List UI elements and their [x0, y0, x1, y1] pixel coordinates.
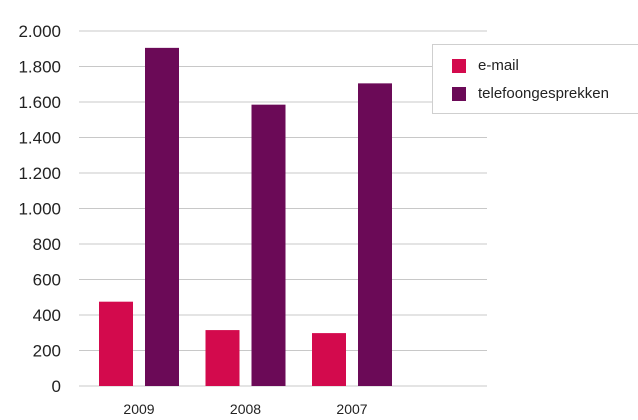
legend-swatch-series-1 — [452, 58, 466, 73]
y-tick-label: 600 — [33, 271, 61, 290]
y-tick-label: 800 — [33, 235, 61, 254]
y-tick-label: 2.000 — [18, 22, 61, 41]
legend-swatch-series-2 — [452, 86, 466, 101]
bar-e-mail-2007 — [312, 333, 346, 386]
y-axis-tick-labels: 0 200 400 600 800 1.000 1.200 1.400 1.600 1.800 2.… — [18, 22, 61, 396]
legend: e-mail telefoongesprekken — [432, 44, 638, 114]
y-tick-label: 1.600 — [18, 93, 61, 112]
y-tick-label: 1.400 — [18, 129, 61, 148]
x-category-label-2009: 2009 — [123, 401, 154, 417]
x-axis-category-labels: 2009 2008 2007 — [123, 401, 367, 417]
y-tick-label: 200 — [33, 342, 61, 361]
legend-item-series-1: e-mail — [452, 57, 519, 74]
x-category-label-2008: 2008 — [230, 401, 261, 417]
bar-e-mail-2008 — [205, 330, 240, 386]
y-tick-label: 1.800 — [18, 58, 61, 77]
legend-label-series-2: telefoongesprekken — [478, 85, 609, 102]
bar-telefoongesprekken-2007 — [358, 83, 392, 387]
bar-telefoongesprekken-2008 — [251, 104, 286, 386]
y-tick-label: 1.000 — [18, 200, 61, 219]
bar-telefoongesprekken-2009 — [145, 47, 179, 387]
y-tick-label: 0 — [52, 377, 61, 396]
y-tick-label: 400 — [33, 306, 61, 325]
x-category-label-2007: 2007 — [336, 401, 367, 417]
legend-item-series-2: telefoongesprekken — [452, 85, 609, 102]
legend-label-series-1: e-mail — [478, 57, 519, 74]
y-tick-label: 1.200 — [18, 164, 61, 183]
bar-e-mail-2009 — [99, 301, 133, 386]
bars — [99, 47, 392, 387]
